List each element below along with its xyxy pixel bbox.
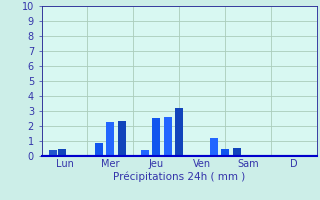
Bar xyxy=(58,149,66,156)
Bar xyxy=(175,108,183,156)
Bar xyxy=(118,121,126,156)
X-axis label: Précipitations 24h ( mm ): Précipitations 24h ( mm ) xyxy=(113,172,245,182)
Bar xyxy=(233,148,241,156)
Bar xyxy=(49,150,57,156)
Bar xyxy=(164,117,172,156)
Bar xyxy=(106,121,115,156)
Bar xyxy=(221,149,229,156)
Bar xyxy=(141,150,149,156)
Bar xyxy=(95,142,103,156)
Bar xyxy=(210,138,218,156)
Bar xyxy=(152,118,160,156)
